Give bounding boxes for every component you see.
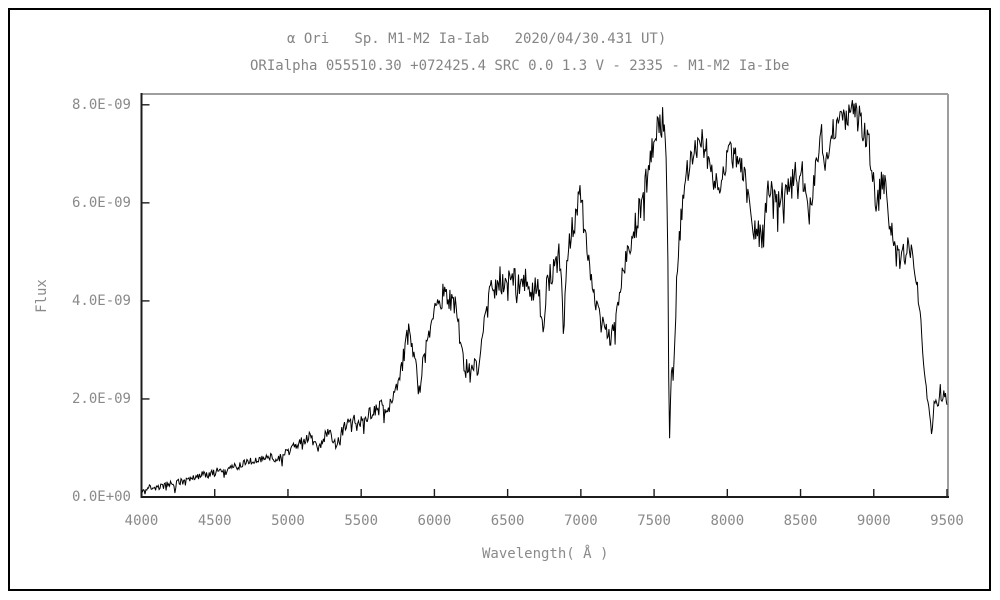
- x-tick-label: 6000: [417, 513, 452, 529]
- x-tick-label: 6500: [490, 513, 525, 529]
- x-tick-label: 5000: [271, 513, 305, 529]
- spectrum-line: [141, 100, 948, 495]
- y-tick-label: 2.0E-09: [71, 390, 131, 407]
- x-tick-label: 7500: [637, 513, 671, 529]
- window-frame: [8, 8, 991, 591]
- x-tick-label: 4500: [197, 513, 232, 529]
- axis-ticks: [140, 104, 948, 498]
- chart-subtitle: ORIalpha 055510.30 +072425.4 SRC 0.0 1.3…: [250, 58, 790, 74]
- y-tick-label: 0.0E+00: [71, 489, 131, 505]
- x-tick-label: 4000: [124, 513, 159, 529]
- y-tick-label: 4.0E-09: [71, 292, 131, 309]
- x-tick-label: 5500: [344, 513, 379, 529]
- plot-frame: [140, 93, 949, 498]
- y-axis-label: Flux: [34, 279, 50, 313]
- x-tick-label: 7000: [564, 513, 598, 529]
- chart-title: α Ori Sp. M1-M2 Ia-Iab 2020/04/30.431 UT…: [287, 31, 667, 47]
- x-tick-label: 9000: [856, 513, 891, 529]
- y-tick-label: 6.0E-09: [71, 194, 131, 211]
- x-tick-label: 9500: [930, 513, 964, 529]
- y-tick-label: 8.0E-09: [71, 96, 131, 113]
- x-tick-label: 8000: [710, 513, 745, 529]
- x-tick-label: 8500: [783, 513, 818, 529]
- x-axis-label: Wavelength( Å ): [482, 546, 609, 562]
